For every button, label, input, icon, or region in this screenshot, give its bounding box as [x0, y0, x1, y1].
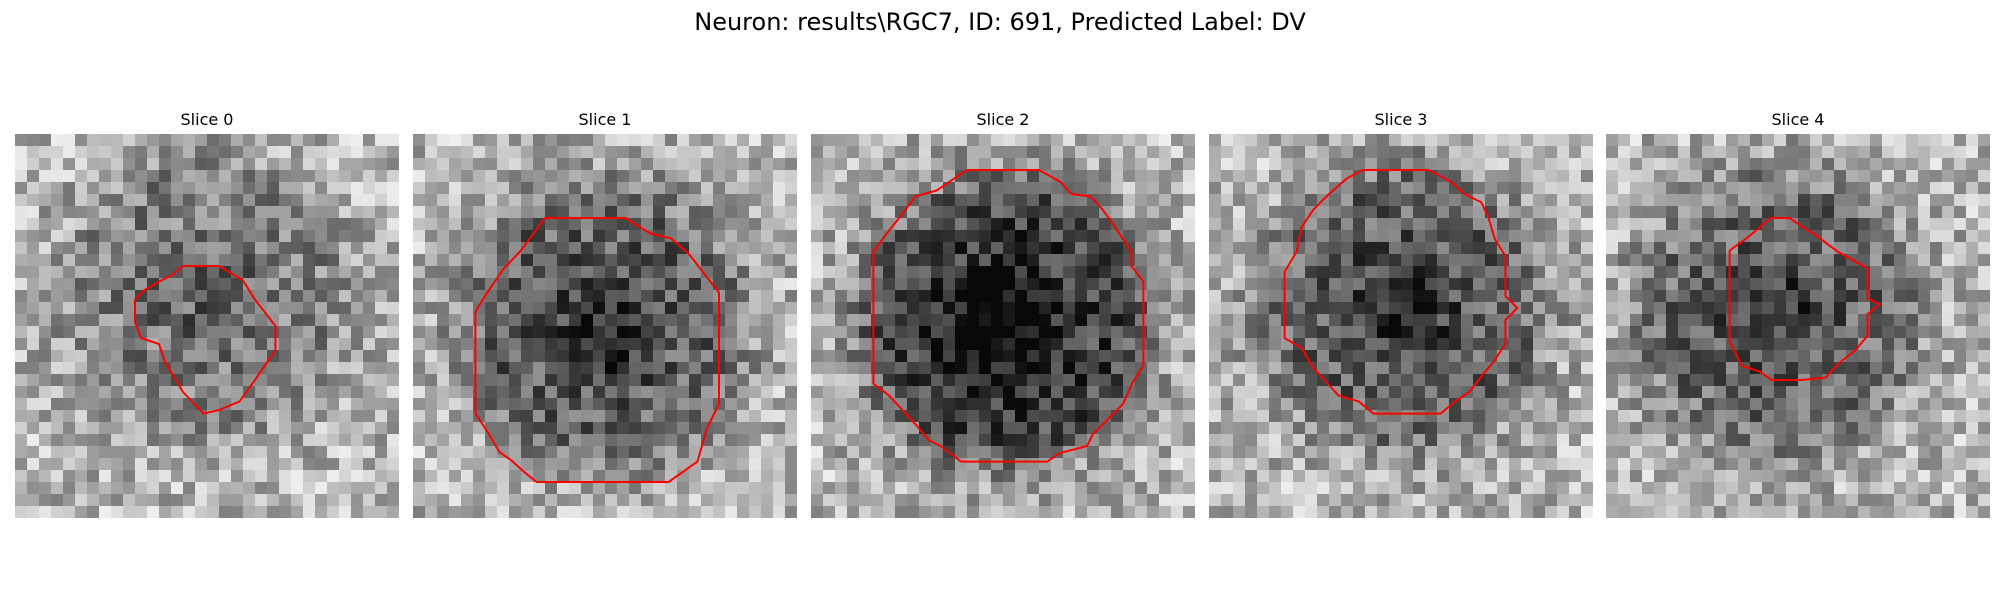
slice-contour-svg-4 [1606, 134, 1990, 518]
slice-image-2 [811, 134, 1195, 518]
slice-panel-2: Slice 2 [811, 106, 1195, 518]
slice-title-4: Slice 4 [1771, 110, 1825, 129]
slice-title-2: Slice 2 [976, 110, 1030, 129]
slice-image-0 [15, 134, 399, 518]
slice-image-4 [1606, 134, 1990, 518]
slice-image-3 [1209, 134, 1593, 518]
slice-contour-svg-0 [15, 134, 399, 518]
slice-contour-svg-2 [811, 134, 1195, 518]
slice-contour-3 [1285, 170, 1518, 414]
figure-title: Neuron: results\RGC7, ID: 691, Predicted… [694, 8, 1306, 36]
slice-title-1: Slice 1 [578, 110, 632, 129]
slice-contour-0 [135, 266, 275, 414]
slice-contour-1 [475, 218, 719, 482]
slice-panel-4: Slice 4 [1606, 106, 1990, 518]
slice-image-1 [413, 134, 797, 518]
slice-contour-4 [1730, 218, 1880, 380]
slice-panel-3: Slice 3 [1209, 106, 1593, 518]
slice-contour-2 [873, 170, 1143, 462]
slice-contour-svg-3 [1209, 134, 1593, 518]
slice-panel-0: Slice 0 [15, 106, 399, 518]
slice-title-3: Slice 3 [1374, 110, 1428, 129]
slice-panel-1: Slice 1 [413, 106, 797, 518]
slice-title-0: Slice 0 [180, 110, 234, 129]
slice-contour-svg-1 [413, 134, 797, 518]
